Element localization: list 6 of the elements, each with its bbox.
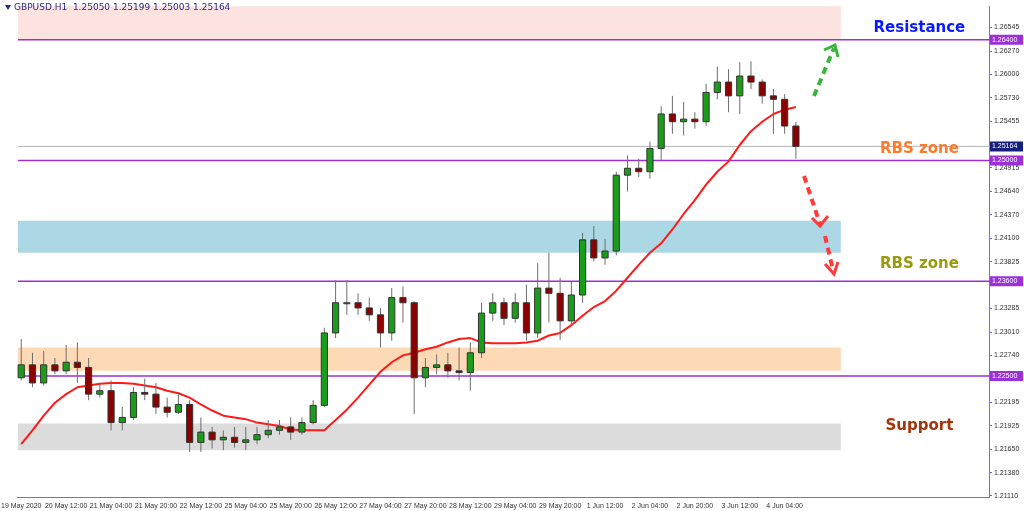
chart-title: GBPUSD.H1 1.25050 1.25199 1.25003 1.25164: [14, 2, 231, 12]
text: RBS zone: [879, 254, 959, 273]
text: Support: [885, 416, 954, 435]
candlestick: [500, 297, 508, 326]
text: RBS zone: [879, 138, 959, 157]
text: Resistance: [873, 18, 966, 37]
